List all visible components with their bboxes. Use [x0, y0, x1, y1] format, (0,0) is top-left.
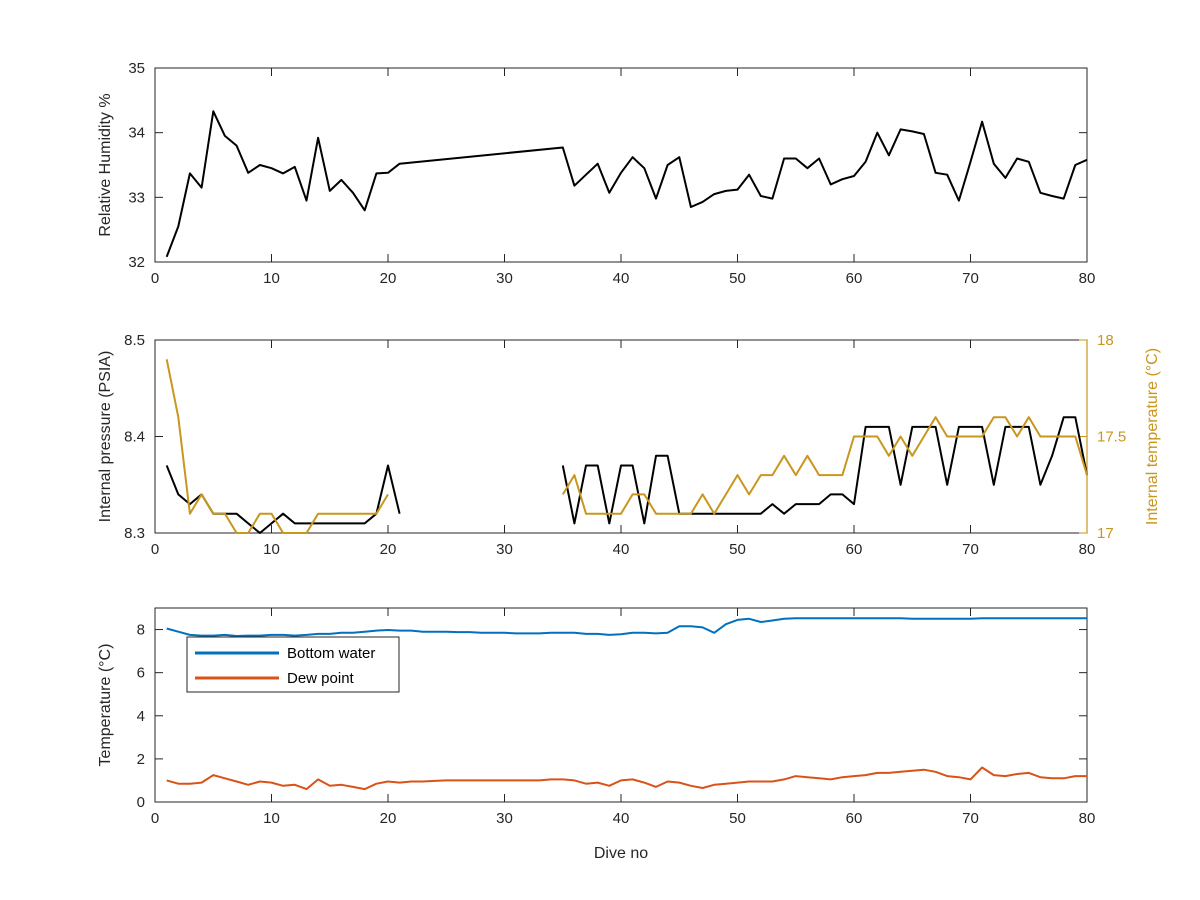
- y-tick-label: 8: [137, 622, 145, 639]
- x-tick-label: 80: [1079, 541, 1096, 558]
- x-tick-label: 40: [613, 541, 630, 558]
- x-tick-label: 30: [496, 810, 513, 827]
- y2-tick-label: 17.5: [1097, 429, 1126, 446]
- x-tick-label: 50: [729, 541, 746, 558]
- y-tick-label: 33: [128, 189, 145, 206]
- x-tick-label: 70: [962, 270, 979, 287]
- x-tick-label: 30: [496, 541, 513, 558]
- plot-frame: [154, 67, 1088, 263]
- x-tick-label: 50: [729, 270, 746, 287]
- legend-label-bottom-water: Bottom water: [287, 645, 375, 662]
- y2-tick-label: 18: [1097, 332, 1114, 349]
- y-tick-label: 0: [137, 794, 145, 811]
- y2-tick-label: 17: [1097, 525, 1114, 542]
- x-tick-label: 0: [151, 810, 159, 827]
- x-tick-label: 80: [1079, 810, 1096, 827]
- x-tick-label: 60: [846, 541, 863, 558]
- pressure-temperature-panel: 0 10 20 30 40 50 60 70 80 8.3 8.4 8.5 17 17.5 18 Intern…: [97, 332, 1161, 558]
- y-tick-label: 8.5: [124, 332, 145, 349]
- legend-label-dew-point: Dew point: [287, 670, 355, 687]
- x-tick-label: 50: [729, 810, 746, 827]
- x-tick-label: 40: [613, 270, 630, 287]
- x-tick-label: 30: [496, 270, 513, 287]
- bottom-water-line: [166, 617, 1087, 637]
- y-tick-label: 6: [137, 665, 145, 682]
- y-tick-label: 32: [128, 254, 145, 271]
- humidity-panel: 0 10 20 30 40 50 60 70 80 32 33 34 35 Relative Humidi…: [97, 60, 1095, 287]
- temperature-panel: 0 10 20 30 40 50 60 70 80 0 2 4 6 8 Temperature (°C) Di…: [97, 607, 1096, 862]
- x-tick-label: 70: [962, 541, 979, 558]
- x-tick-label: 60: [846, 270, 863, 287]
- internal-temperature-line: [165, 359, 1088, 534]
- x-tick-label: 0: [151, 270, 159, 287]
- legend: Bottom water Dew point: [186, 636, 400, 693]
- right-y-axis-label: Internal temperature (°C): [1144, 348, 1161, 525]
- legend-box: [186, 636, 400, 693]
- x-tick-label: 80: [1079, 270, 1096, 287]
- x-tick-label: 0: [151, 541, 159, 558]
- y-tick-label: 34: [128, 125, 145, 142]
- x-tick-label: 70: [962, 810, 979, 827]
- x-tick-label: 40: [613, 810, 630, 827]
- x-tick-label: 20: [380, 810, 397, 827]
- relative-humidity-line: [165, 110, 1088, 258]
- plot-frame: [154, 339, 1088, 534]
- y-axis-label: Temperature (°C): [97, 644, 114, 767]
- x-tick-label: 60: [846, 810, 863, 827]
- dew-point-line: [166, 766, 1087, 791]
- y-axis-label: Relative Humidity %: [97, 93, 114, 236]
- y-tick-label: 35: [128, 60, 145, 77]
- x-tick-label: 10: [263, 810, 280, 827]
- y-tick-label: 8.4: [124, 429, 145, 446]
- y-tick-label: 8.3: [124, 525, 145, 542]
- x-tick-label: 10: [263, 270, 280, 287]
- x-tick-label: 20: [380, 270, 397, 287]
- y-tick-label: 4: [137, 708, 145, 725]
- x-axis-label: Dive no: [594, 845, 648, 862]
- y-tick-label: 2: [137, 751, 145, 768]
- x-tick-label: 20: [380, 541, 397, 558]
- y-axis-label: Internal pressure (PSIA): [97, 351, 114, 523]
- x-tick-label: 10: [263, 541, 280, 558]
